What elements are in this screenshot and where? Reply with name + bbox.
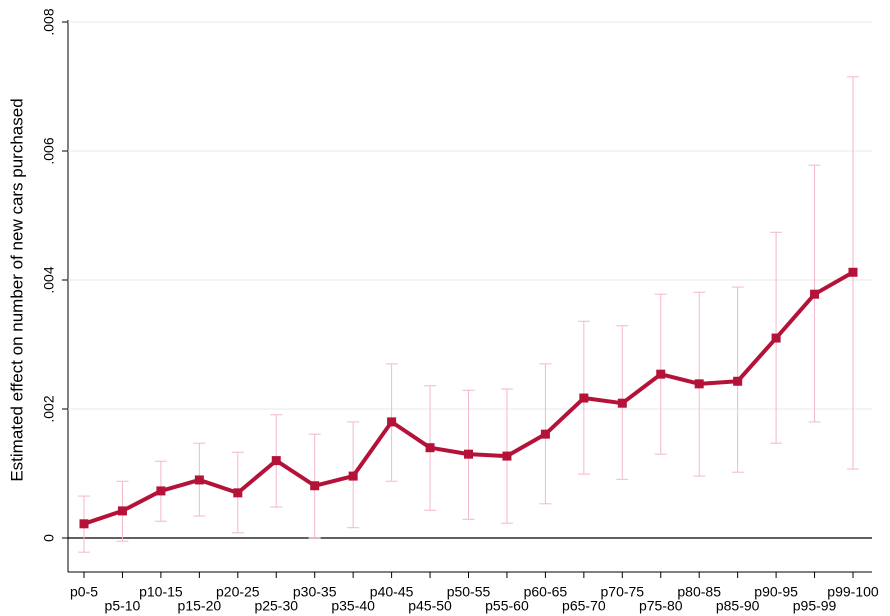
marker bbox=[656, 369, 666, 379]
x-tick-label: p85-90 bbox=[716, 598, 760, 614]
marker bbox=[579, 393, 589, 403]
marker bbox=[117, 506, 127, 516]
y-tick-label: .004 bbox=[41, 266, 57, 293]
marker bbox=[810, 289, 820, 299]
marker bbox=[271, 456, 281, 466]
marker bbox=[156, 486, 166, 496]
x-tick-label: p45-50 bbox=[408, 598, 452, 614]
x-tick-label: p25-30 bbox=[254, 598, 298, 614]
marker bbox=[540, 429, 550, 439]
marker bbox=[694, 379, 704, 389]
y-tick-label: 0 bbox=[41, 534, 57, 542]
x-tick-label: p60-65 bbox=[524, 584, 568, 600]
marker bbox=[771, 333, 781, 343]
y-tick-label: .002 bbox=[41, 395, 57, 422]
marker bbox=[733, 376, 743, 386]
x-tick-label: p40-45 bbox=[370, 584, 414, 600]
marker bbox=[425, 443, 435, 453]
x-tick-label: p15-20 bbox=[178, 598, 222, 614]
x-tick-label: p99-100 bbox=[827, 584, 879, 600]
x-tick-label: p75-80 bbox=[639, 598, 683, 614]
marker bbox=[79, 519, 89, 529]
y-axis-label: Estimated effect on number of new cars p… bbox=[7, 98, 26, 481]
marker bbox=[502, 451, 512, 461]
marker bbox=[310, 481, 320, 491]
x-tick-label: p50-55 bbox=[447, 584, 491, 600]
y-tick-label: .008 bbox=[41, 8, 57, 35]
x-tick-label: p5-10 bbox=[105, 598, 141, 614]
x-tick-label: p20-25 bbox=[216, 584, 260, 600]
x-tick-label: p10-15 bbox=[139, 584, 183, 600]
x-tick-label: p95-99 bbox=[793, 598, 837, 614]
marker bbox=[194, 475, 204, 485]
x-tick-label: p55-60 bbox=[485, 598, 529, 614]
marker bbox=[617, 398, 627, 408]
x-tick-label: p0-5 bbox=[70, 584, 98, 600]
marker bbox=[233, 488, 243, 498]
x-tick-label: p90-95 bbox=[754, 584, 798, 600]
marker bbox=[348, 471, 358, 481]
x-tick-label: p70-75 bbox=[601, 584, 645, 600]
x-tick-label: p65-70 bbox=[562, 598, 606, 614]
y-tick-label: .006 bbox=[41, 137, 57, 164]
x-tick-label: p80-85 bbox=[677, 584, 721, 600]
x-tick-label: p35-40 bbox=[331, 598, 375, 614]
marker bbox=[464, 449, 473, 459]
x-tick-label: p30-35 bbox=[293, 584, 337, 600]
marker bbox=[387, 417, 397, 427]
marker bbox=[848, 267, 858, 277]
